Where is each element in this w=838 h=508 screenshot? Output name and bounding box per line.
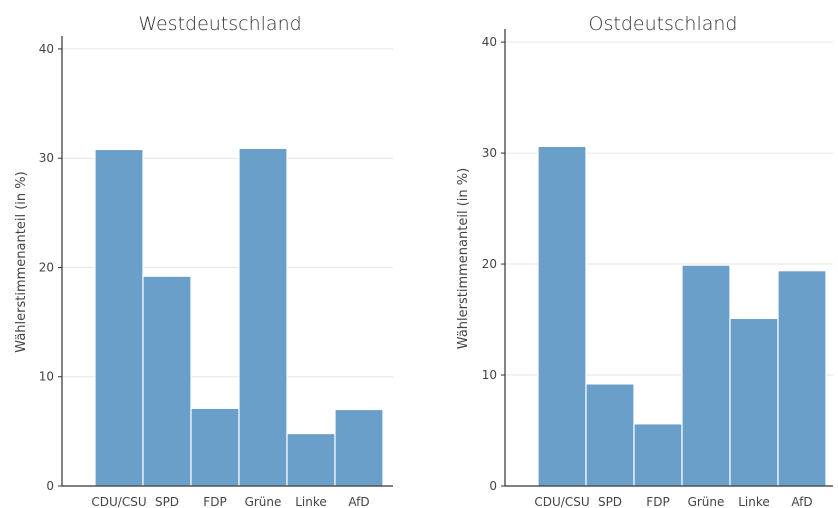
bar-cdu-csu: [94, 148, 144, 487]
bar-cdu-csu: [537, 145, 587, 487]
x-tick-label: SPD: [598, 495, 622, 508]
y-tick-label: 30: [482, 146, 497, 160]
y-axis-label: Wählerstimmenanteil (in %): [456, 168, 471, 349]
x-tick-label: CDU/CSU: [534, 495, 589, 508]
chart-ostdeutschland: 0 10 20 30 40 CDU/CSU SPD FDP Grüne Linke AfD Ostde…: [456, 13, 833, 508]
x-tick-label: AfD: [791, 495, 812, 508]
bar-fdp: [190, 407, 240, 487]
y-tick-label: 40: [39, 42, 54, 56]
y-tick-label: 0: [489, 479, 497, 493]
x-tick-label: SPD: [155, 495, 179, 508]
x-tick-label: Grüne: [688, 495, 725, 508]
x-tick-label: FDP: [646, 495, 669, 508]
bar-linke: [729, 317, 779, 487]
bar-gr-ne: [681, 264, 731, 487]
bar-linke: [286, 432, 336, 487]
y-tick-label: 40: [482, 35, 497, 49]
chart-westdeutschland: 0 10 20 30 40 CDU/CSU SPD FDP Grüne Linke AfD Westd…: [14, 13, 393, 508]
y-tick-label: 20: [482, 257, 497, 271]
chart-title: Westdeutschland: [138, 13, 301, 35]
bar-spd: [142, 275, 192, 487]
y-axis-label: Wählerstimmenanteil (in %): [14, 171, 29, 352]
y-tick-label: 20: [39, 260, 54, 274]
y-tick-label: 0: [46, 479, 54, 493]
x-tick-label: Grüne: [245, 495, 282, 508]
y-tick-label: 10: [482, 368, 497, 382]
x-tick-label: FDP: [203, 495, 226, 508]
bar-spd: [585, 383, 635, 487]
x-tick-label: CDU/CSU: [91, 495, 146, 508]
y-tick-label: 10: [39, 370, 54, 384]
y-tick-label: 30: [39, 151, 54, 165]
bar-afd: [777, 270, 827, 487]
x-tick-label: Linke: [738, 495, 770, 508]
x-tick-label: AfD: [348, 495, 369, 508]
bar-gr-ne: [238, 147, 288, 487]
x-tick-label: Linke: [295, 495, 327, 508]
bar-afd: [334, 408, 384, 487]
chart-title: Ostdeutschland: [589, 13, 738, 35]
bar-fdp: [633, 423, 683, 487]
